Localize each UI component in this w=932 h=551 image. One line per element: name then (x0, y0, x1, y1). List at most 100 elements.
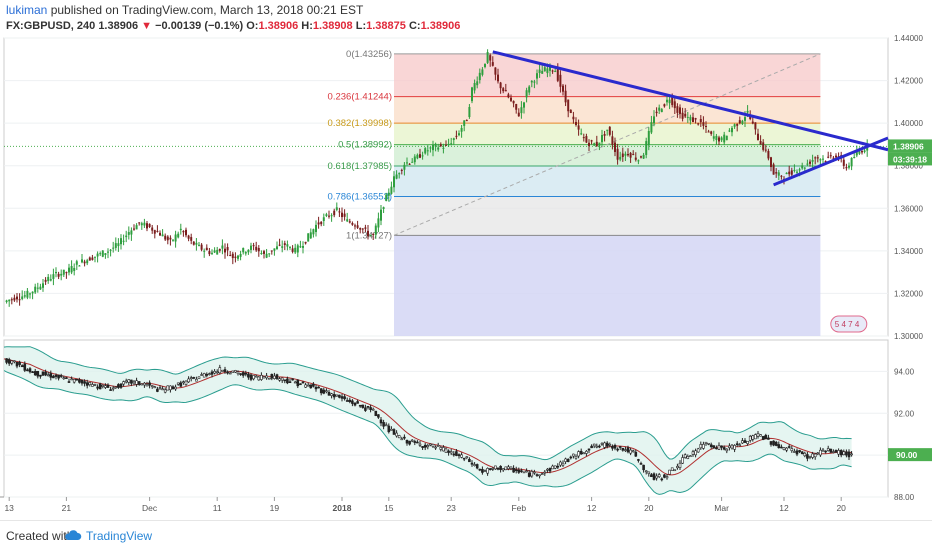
symbol-label[interactable]: FX:GBPUSD, 240 (6, 20, 96, 32)
price-candle (486, 52, 489, 63)
indicator-candle (457, 454, 461, 457)
indicator-candle (678, 462, 682, 468)
indicator-candle (504, 466, 508, 471)
indicator-candle (317, 386, 320, 389)
chart-canvas[interactable]: 1.44000 1.42000 1.40000 1.38000 1.36000 1.340… (0, 0, 932, 520)
indicator-candle (535, 474, 539, 476)
fib-extension-zone (394, 235, 821, 336)
price-candle (385, 194, 388, 201)
indicator-candle (637, 459, 640, 461)
price-candle (55, 271, 57, 274)
indicator-candle (299, 383, 302, 386)
indicator-candle (314, 386, 318, 390)
price-candle (816, 157, 819, 159)
price-candle (348, 221, 351, 223)
price-candle (369, 235, 372, 237)
last-price-marker-label: 1.38906 (893, 141, 924, 151)
indicator-candle (421, 446, 424, 448)
price-candle (367, 230, 369, 237)
indicator-candle (613, 445, 617, 449)
price-candle (356, 225, 359, 228)
indicator-candle (114, 386, 118, 389)
indicator-candle (447, 450, 450, 453)
indicator-candle (691, 451, 695, 455)
price-candle (294, 247, 297, 253)
indicator-candle (543, 471, 547, 474)
price-candle (699, 118, 702, 123)
indicator-candle (611, 446, 614, 449)
price-candle (712, 136, 715, 139)
indicator-candle (486, 468, 489, 474)
fib-zone (394, 53, 821, 97)
price-candle (762, 142, 765, 150)
price-candle (764, 149, 767, 151)
price-candle (478, 72, 481, 81)
price-candle (733, 124, 736, 127)
price-candle (434, 143, 437, 147)
price-candle (634, 157, 637, 160)
indicator-candle (72, 379, 76, 383)
tradingview-link[interactable]: TradingView (86, 529, 153, 543)
indicator-candle (787, 446, 791, 448)
price-candle (374, 225, 377, 235)
price-candle (94, 256, 96, 258)
indicator-candle (821, 449, 825, 452)
indicator-candle (221, 369, 224, 372)
indicator-candle (387, 425, 391, 433)
indicator-candle (231, 370, 235, 373)
time-tick-label: 12 (779, 503, 789, 513)
indicator-candle (491, 468, 495, 470)
price-candle (109, 249, 112, 251)
indicator-candle (475, 464, 479, 469)
price-candle (268, 253, 271, 255)
price-candle (221, 245, 224, 249)
price-candle (49, 279, 52, 281)
price-candle (372, 234, 375, 236)
indicator-candle (574, 455, 578, 459)
indicator-candle (405, 439, 409, 444)
price-candle (421, 155, 424, 157)
indicator-candle (642, 464, 645, 471)
indicator-candle (681, 457, 684, 464)
indicator-candle (431, 443, 435, 447)
price-candle (572, 116, 575, 120)
price-candle (125, 235, 128, 238)
indicator-candle (322, 389, 326, 394)
indicator-candle (59, 375, 63, 377)
indicator-candle (777, 444, 781, 449)
price-candle (819, 159, 822, 161)
indicator-candle (111, 387, 115, 390)
price-candle (611, 136, 614, 145)
price-candle (406, 162, 408, 164)
indicator-candle (709, 444, 713, 447)
price-candle (416, 154, 419, 159)
price-candle (590, 140, 593, 142)
indicator-candle (13, 360, 16, 363)
price-candle (710, 131, 713, 134)
indicator-candle (798, 450, 801, 453)
indicator-candle (140, 383, 144, 386)
indicator-candle (592, 443, 596, 447)
price-candle (707, 131, 710, 133)
price-candle (484, 63, 486, 68)
indicator-candle (353, 402, 357, 406)
indicator-candle (473, 464, 476, 466)
indicator-candle (197, 376, 201, 379)
indicator-candle (26, 369, 29, 372)
indicator-candle (806, 454, 809, 459)
publish-info: published on TradingView.com, March 13, … (50, 3, 364, 17)
price-candle (182, 230, 185, 233)
indicator-candle (145, 384, 149, 387)
price-candle (218, 249, 221, 251)
indicator-candle (223, 369, 227, 372)
price-candle (723, 134, 726, 143)
indicator-candle (163, 389, 167, 393)
time-tick-label: 12 (587, 503, 597, 513)
indicator-candle (603, 442, 606, 448)
price-candle (614, 142, 616, 152)
author-link[interactable]: lukiman (6, 3, 48, 17)
fib-zone (394, 196, 821, 236)
price-candle (627, 154, 629, 156)
indicator-candle (200, 374, 203, 376)
time-tick-label: 11 (213, 503, 222, 513)
